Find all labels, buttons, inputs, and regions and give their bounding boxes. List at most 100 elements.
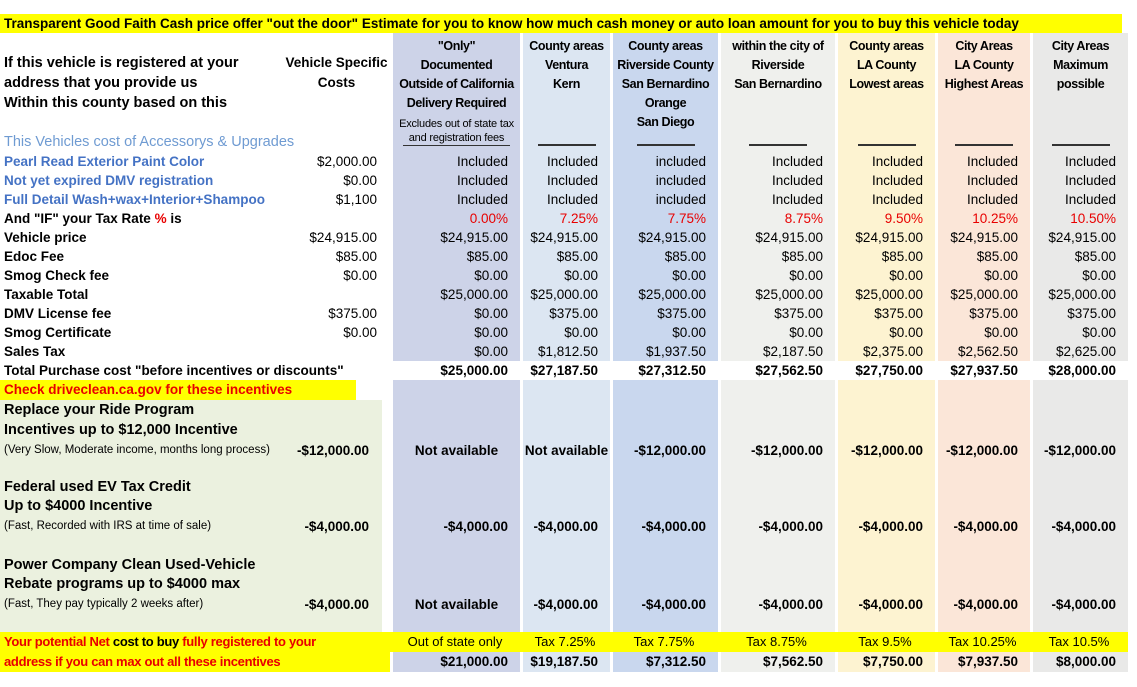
column-header-line: Ventura — [544, 58, 589, 72]
value-cell: $0.00 — [835, 266, 935, 285]
empty-cell — [835, 400, 935, 420]
value-cell: $1,812.50 — [520, 342, 610, 361]
cost-row: Smog Certificate $0.00 $0.00 $0.00 $0.00… — [0, 323, 1128, 342]
footer-label-row: Your potential Net cost to buy fully reg… — [0, 632, 1128, 652]
value-cell: $0.00 — [935, 323, 1030, 342]
accessory-row: Not yet expired DMV registration $0.00 I… — [0, 171, 1128, 190]
empty-cell — [520, 575, 610, 594]
net-cost-value: $19,187.50 — [520, 652, 610, 672]
empty-cell — [520, 420, 610, 440]
program-value: -$4,000.00 — [718, 594, 835, 615]
footer-label-red: fully registered to your — [182, 634, 316, 649]
value-cell: $375.00 — [718, 304, 835, 323]
value-cell: Included — [718, 190, 835, 209]
program-subtitle: Incentives up to $12,000 Incentive — [0, 420, 390, 440]
value-cell: Included — [935, 190, 1030, 209]
empty-cell — [390, 556, 520, 575]
header-costs-label: Vehicle Specific Costs — [283, 33, 390, 152]
tax-rate-value: 7.25% — [520, 209, 610, 228]
value-cell: $25,000.00 — [520, 285, 610, 304]
value-cell: $24,915.00 — [610, 228, 718, 247]
empty-cell — [935, 400, 1030, 420]
accessories-section-label: This Vehicles cost of Accessorys & Upgra… — [4, 134, 295, 150]
value-cell: $2,375.00 — [835, 342, 935, 361]
accessory-label: Full Detail Wash+wax+Interior+Shampoo — [4, 192, 265, 207]
value-cell: $375.00 — [610, 304, 718, 323]
value-cell: $24,915.00 — [520, 228, 610, 247]
column-header-line: Orange — [644, 96, 687, 110]
value-cell: $1,937.50 — [610, 342, 718, 361]
program-title: Federal used EV Tax Credit — [0, 478, 390, 497]
column-header-maximum: City Areas Maximum possible — [1030, 33, 1128, 152]
footer-tax-label: Tax 10.25% — [935, 632, 1030, 652]
value-cell: Included — [935, 152, 1030, 171]
cost-row-cost: $0.00 — [343, 325, 377, 340]
column-header-line: City Areas — [955, 39, 1013, 53]
empty-cell — [935, 497, 1030, 516]
value-cell: $25,000.00 — [1030, 285, 1128, 304]
empty-cell — [390, 400, 520, 420]
value-cell: $0.00 — [610, 323, 718, 342]
header-underscore — [1051, 144, 1110, 146]
empty-cell — [390, 615, 520, 632]
value-cell: $375.00 — [1030, 304, 1128, 323]
program-row: Federal used EV Tax Credit — [0, 478, 1128, 497]
value-cell: included — [610, 152, 718, 171]
empty-cell — [835, 478, 935, 497]
total-value: $25,000.00 — [390, 361, 520, 380]
value-cell: $24,915.00 — [718, 228, 835, 247]
header-underscore — [636, 144, 695, 146]
column-header-line: Riverside County — [617, 58, 714, 72]
column-header-line: San Bernardino — [621, 77, 710, 91]
value-cell: $25,000.00 — [935, 285, 1030, 304]
empty-cell — [718, 461, 835, 478]
value-cell: included — [610, 190, 718, 209]
empty-cell — [835, 575, 935, 594]
empty-cell — [718, 478, 835, 497]
header-underscore — [857, 144, 916, 146]
program-value: -$4,000.00 — [610, 516, 718, 537]
program-value: Not available — [390, 594, 520, 615]
column-header-note-line: Excludes out of state tax — [399, 118, 514, 130]
column-header-out-of-state: "Only" Documented Outside of California … — [390, 33, 520, 152]
value-cell: $0.00 — [390, 266, 520, 285]
program-title: Replace your Ride Program — [0, 400, 390, 420]
value-cell: Included — [390, 190, 520, 209]
empty-cell — [718, 380, 835, 400]
empty-cell — [718, 400, 835, 420]
value-cell: $85.00 — [610, 247, 718, 266]
value-cell: $25,000.00 — [835, 285, 935, 304]
column-header-line: Outside of California — [399, 77, 514, 91]
cost-row-label: Taxable Total — [4, 287, 89, 302]
column-header-line: San Bernardino — [734, 77, 822, 91]
total-row: Total Purchase cost "before incentives o… — [0, 361, 1128, 380]
value-cell: $2,562.50 — [935, 342, 1030, 361]
column-header-line: LA County — [954, 58, 1014, 72]
program-value: -$12,000.00 — [835, 440, 935, 461]
empty-cell — [1030, 615, 1128, 632]
total-row-label: Total Purchase cost "before incentives o… — [4, 363, 344, 378]
accessory-label: Pearl Read Exterior Paint Color — [4, 154, 205, 169]
footer-label-line1: Your potential Net cost to buy fully reg… — [0, 632, 390, 652]
tax-rate-row: And "IF" your Tax Rate % is 0.00% 7.25% … — [0, 209, 1128, 228]
spacer-row — [0, 537, 1128, 556]
spacer-row — [0, 461, 1128, 478]
value-cell: Included — [1030, 190, 1128, 209]
empty-cell — [1030, 400, 1128, 420]
cost-row: Taxable Total $25,000.00 $25,000.00 $25,… — [0, 285, 1128, 304]
empty-cell — [1030, 461, 1128, 478]
program-note-cost: (Very Slow, Moderate income, months long… — [0, 440, 390, 461]
header-left-line: Within this county based on this — [4, 95, 228, 111]
program-value: -$4,000.00 — [1030, 516, 1128, 537]
program-value: -$4,000.00 — [520, 594, 610, 615]
tax-rate-label-text: And "IF" your Tax Rate — [4, 211, 155, 226]
value-cell: $0.00 — [1030, 323, 1128, 342]
net-cost-value: $8,000.00 — [1030, 652, 1128, 672]
value-cell: $85.00 — [835, 247, 935, 266]
value-cell: $0.00 — [520, 323, 610, 342]
program-value: -$4,000.00 — [835, 594, 935, 615]
accessory-cost: $0.00 — [343, 173, 377, 188]
empty-cell — [1030, 497, 1128, 516]
program-value: -$4,000.00 — [1030, 594, 1128, 615]
empty-cell — [610, 461, 718, 478]
